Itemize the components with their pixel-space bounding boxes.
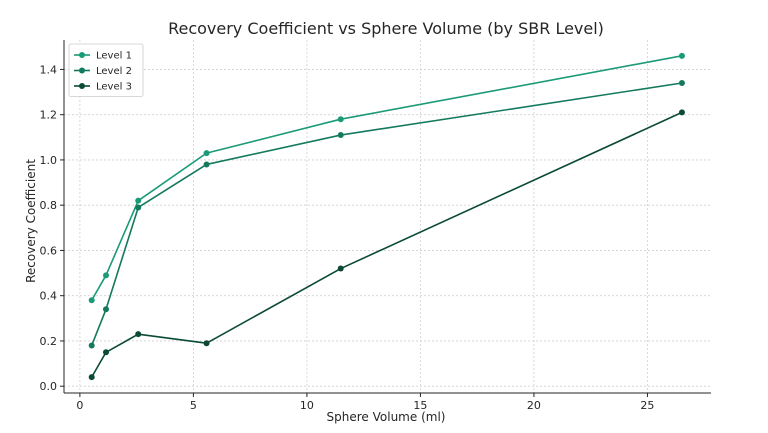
legend-item: Level 3 xyxy=(74,82,132,93)
y-axis-label: Recovery Coefficient xyxy=(24,159,38,283)
y-tick-label: 0.0 xyxy=(40,380,58,393)
data-point xyxy=(135,204,142,211)
data-point xyxy=(337,116,344,123)
legend-swatch-marker xyxy=(79,83,85,89)
x-tick-label: 25 xyxy=(640,399,654,412)
x-tick-label: 10 xyxy=(300,399,314,412)
data-point xyxy=(102,349,109,356)
data-point xyxy=(102,272,109,279)
x-tick-label: 0 xyxy=(76,399,83,412)
legend-item: Level 2 xyxy=(74,66,132,77)
legend-label: Level 3 xyxy=(96,82,132,93)
legend-box xyxy=(68,43,144,97)
data-point xyxy=(88,342,95,349)
axes: 0 5 10 15 20 25 0.0 0.2 0.4 0.6 0.8 1.0 1.2 1.4 xyxy=(40,40,711,412)
data-point xyxy=(102,306,109,313)
data-point xyxy=(678,79,685,86)
data-point xyxy=(88,374,95,381)
data-point xyxy=(135,197,142,204)
legend-label: Level 1 xyxy=(96,51,132,62)
legend-label: Level 2 xyxy=(96,66,132,77)
data-point xyxy=(203,340,210,347)
data-point xyxy=(203,150,210,157)
y-tick-label: 0.8 xyxy=(40,199,58,212)
grid xyxy=(64,40,711,393)
x-tick-label: 5 xyxy=(190,399,197,412)
data-point xyxy=(135,331,142,338)
legend-item: Level 1 xyxy=(74,51,132,62)
y-tick-label: 0.2 xyxy=(40,335,58,348)
series-level-3 xyxy=(88,109,685,381)
series-level-1 xyxy=(88,52,685,304)
series-group xyxy=(88,52,685,381)
y-tick-label: 1.0 xyxy=(40,154,58,167)
data-point xyxy=(678,52,685,59)
y-tick-label: 1.4 xyxy=(40,63,58,76)
x-axis-label: Sphere Volume (ml) xyxy=(327,410,446,424)
chart-title: Recovery Coefficient vs Sphere Volume (b… xyxy=(168,19,604,38)
y-tick-label: 1.2 xyxy=(40,109,58,122)
data-point xyxy=(88,297,95,304)
data-point xyxy=(678,109,685,116)
legend-swatch-marker xyxy=(79,52,85,58)
series-level-2 xyxy=(88,79,685,349)
data-point xyxy=(337,132,344,139)
y-tick-label: 0.6 xyxy=(40,244,58,257)
data-point xyxy=(337,265,344,272)
legend-swatch-marker xyxy=(79,67,85,74)
legend: Level 1 Level 2 Level 3 xyxy=(68,43,144,97)
series-line xyxy=(91,111,683,378)
y-tick-label: 0.4 xyxy=(40,290,58,303)
x-tick-label: 20 xyxy=(527,399,541,412)
series-line xyxy=(90,82,683,346)
data-point xyxy=(203,161,210,168)
x-tick-label: 15 xyxy=(413,399,427,412)
series-line xyxy=(91,55,683,301)
